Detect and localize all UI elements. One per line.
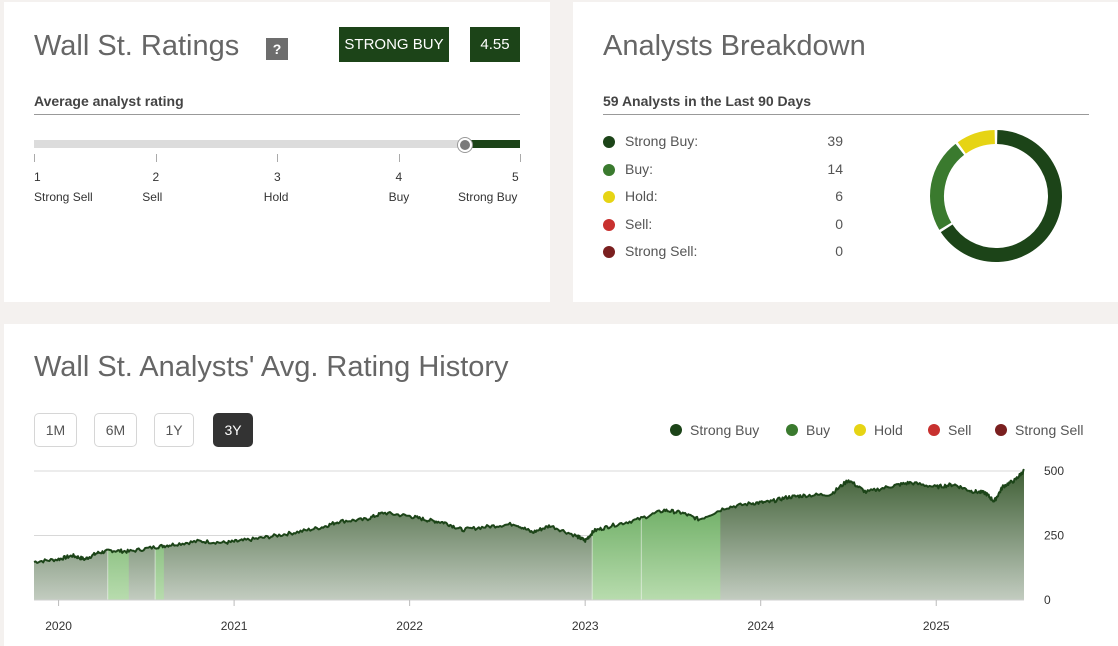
ratings-title: Wall St. Ratings bbox=[34, 30, 240, 62]
analysts-breakdown-card: Analysts Breakdown 59 Analysts in the La… bbox=[573, 2, 1118, 302]
buy-band bbox=[155, 469, 164, 600]
breakdown-title: Analysts Breakdown bbox=[603, 30, 866, 62]
x-tick-label: 2023 bbox=[572, 619, 599, 633]
history-legend-label: Buy bbox=[806, 422, 831, 438]
breakdown-item: Strong Buy: 39 bbox=[603, 132, 843, 152]
legend-dot-icon bbox=[603, 218, 615, 231]
scale-tick-number: 1 bbox=[34, 170, 41, 184]
x-tick-label: 2025 bbox=[923, 619, 950, 633]
y-tick-label: 250 bbox=[1044, 529, 1064, 543]
breakdown-item: Hold: 6 bbox=[603, 187, 843, 207]
history-legend-label: Strong Sell bbox=[1015, 422, 1084, 438]
legend-dot-icon bbox=[928, 424, 940, 436]
x-tick-label: 2020 bbox=[45, 619, 72, 633]
breakdown-item-count: 39 bbox=[827, 133, 843, 149]
rating-scale-fill bbox=[465, 140, 520, 148]
divider bbox=[603, 114, 1089, 115]
legend-dot-icon bbox=[603, 136, 615, 148]
legend-dot-icon bbox=[854, 424, 866, 436]
divider bbox=[34, 114, 520, 115]
history-legend-label: Strong Buy bbox=[690, 422, 760, 438]
breakdown-item: Buy: 14 bbox=[603, 160, 843, 180]
breakdown-item-label: Hold: bbox=[625, 188, 658, 204]
legend-dot-icon bbox=[995, 424, 1007, 436]
scale-tick bbox=[34, 154, 35, 162]
history-legend-item: Buy bbox=[786, 422, 830, 438]
y-tick-label: 0 bbox=[1044, 593, 1051, 607]
legend-dot-icon bbox=[603, 246, 615, 258]
range-button-3y[interactable]: 3Y bbox=[213, 413, 253, 447]
range-button-6m[interactable]: 6M bbox=[94, 413, 137, 447]
breakdown-item-label: Strong Sell: bbox=[625, 243, 698, 259]
rating-score-badge: 4.55 bbox=[470, 27, 520, 62]
scale-tick-label: Strong Buy bbox=[458, 190, 518, 204]
rating-label-badge: STRONG BUY bbox=[339, 27, 449, 62]
history-legend-label: Sell bbox=[948, 422, 972, 438]
scale-tick bbox=[520, 154, 521, 162]
breakdown-item-label: Strong Buy: bbox=[625, 133, 699, 149]
analysts-donut-chart bbox=[930, 130, 1062, 262]
scale-tick-number: 2 bbox=[152, 170, 160, 184]
breakdown-item-count: 0 bbox=[835, 243, 843, 259]
scale-tick-label: Buy bbox=[388, 190, 410, 204]
history-legend-label: Hold bbox=[874, 422, 903, 438]
scale-tick-number: 4 bbox=[395, 170, 403, 184]
breakdown-subtitle: 59 Analysts in the Last 90 Days bbox=[603, 93, 812, 109]
scale-tick bbox=[155, 154, 157, 162]
buy-band bbox=[107, 469, 129, 600]
breakdown-item-label: Sell: bbox=[625, 215, 653, 232]
rating-scale-track bbox=[34, 140, 520, 148]
rating-history-card: Wall St. Analysts' Avg. Rating History 1… bbox=[4, 324, 1118, 646]
wall-st-ratings-card: Wall St. Ratings ? STRONG BUY 4.55 Avera… bbox=[4, 2, 550, 302]
breakdown-item-label: Buy: bbox=[625, 160, 654, 177]
history-title: Wall St. Analysts' Avg. Rating History bbox=[34, 351, 509, 383]
donut-slice bbox=[930, 143, 965, 230]
scale-tick bbox=[277, 154, 278, 162]
scale-tick bbox=[398, 154, 400, 162]
rating-history-chart: 500 250 0 2020 2021 2022 2023 2024 2025 bbox=[33, 464, 1064, 633]
legend-dot-icon bbox=[603, 163, 615, 176]
scale-tick-number: 5 bbox=[512, 170, 519, 184]
breakdown-item-count: 14 bbox=[827, 160, 843, 177]
x-tick-label: 2021 bbox=[221, 619, 248, 633]
scale-tick-label: Sell bbox=[142, 190, 163, 204]
range-button-1y[interactable]: 1Y bbox=[154, 413, 194, 447]
scale-tick-label: Strong Sell bbox=[34, 190, 93, 204]
legend-dot-icon bbox=[603, 191, 615, 203]
scale-tick-label: Hold bbox=[263, 190, 289, 204]
history-legend-item: Strong Buy bbox=[670, 422, 759, 438]
history-legend-item: Strong Sell bbox=[995, 422, 1083, 438]
history-legend-item: Hold bbox=[854, 422, 903, 438]
legend-dot-icon bbox=[670, 424, 682, 436]
breakdown-item: Strong Sell: 0 bbox=[603, 242, 843, 262]
breakdown-item-count: 6 bbox=[835, 188, 843, 204]
average-rating-subtitle: Average analyst rating bbox=[34, 93, 184, 109]
donut-slice bbox=[940, 130, 1062, 262]
range-button-1m[interactable]: 1M bbox=[34, 413, 77, 447]
rating-marker bbox=[458, 138, 473, 152]
breakdown-item-count: 0 bbox=[835, 215, 843, 232]
x-tick-label: 2024 bbox=[747, 619, 774, 633]
donut-slice bbox=[957, 130, 996, 154]
history-legend-item: Sell bbox=[928, 422, 971, 438]
rating-history-line bbox=[33, 468, 1025, 564]
legend-dot-icon bbox=[786, 424, 798, 436]
scale-tick-number: 3 bbox=[274, 170, 281, 184]
y-tick-label: 500 bbox=[1044, 464, 1064, 478]
breakdown-item: Sell: 0 bbox=[603, 215, 843, 235]
buy-band bbox=[641, 469, 721, 600]
help-icon[interactable]: ? bbox=[266, 38, 288, 60]
x-tick-label: 2022 bbox=[396, 619, 423, 633]
